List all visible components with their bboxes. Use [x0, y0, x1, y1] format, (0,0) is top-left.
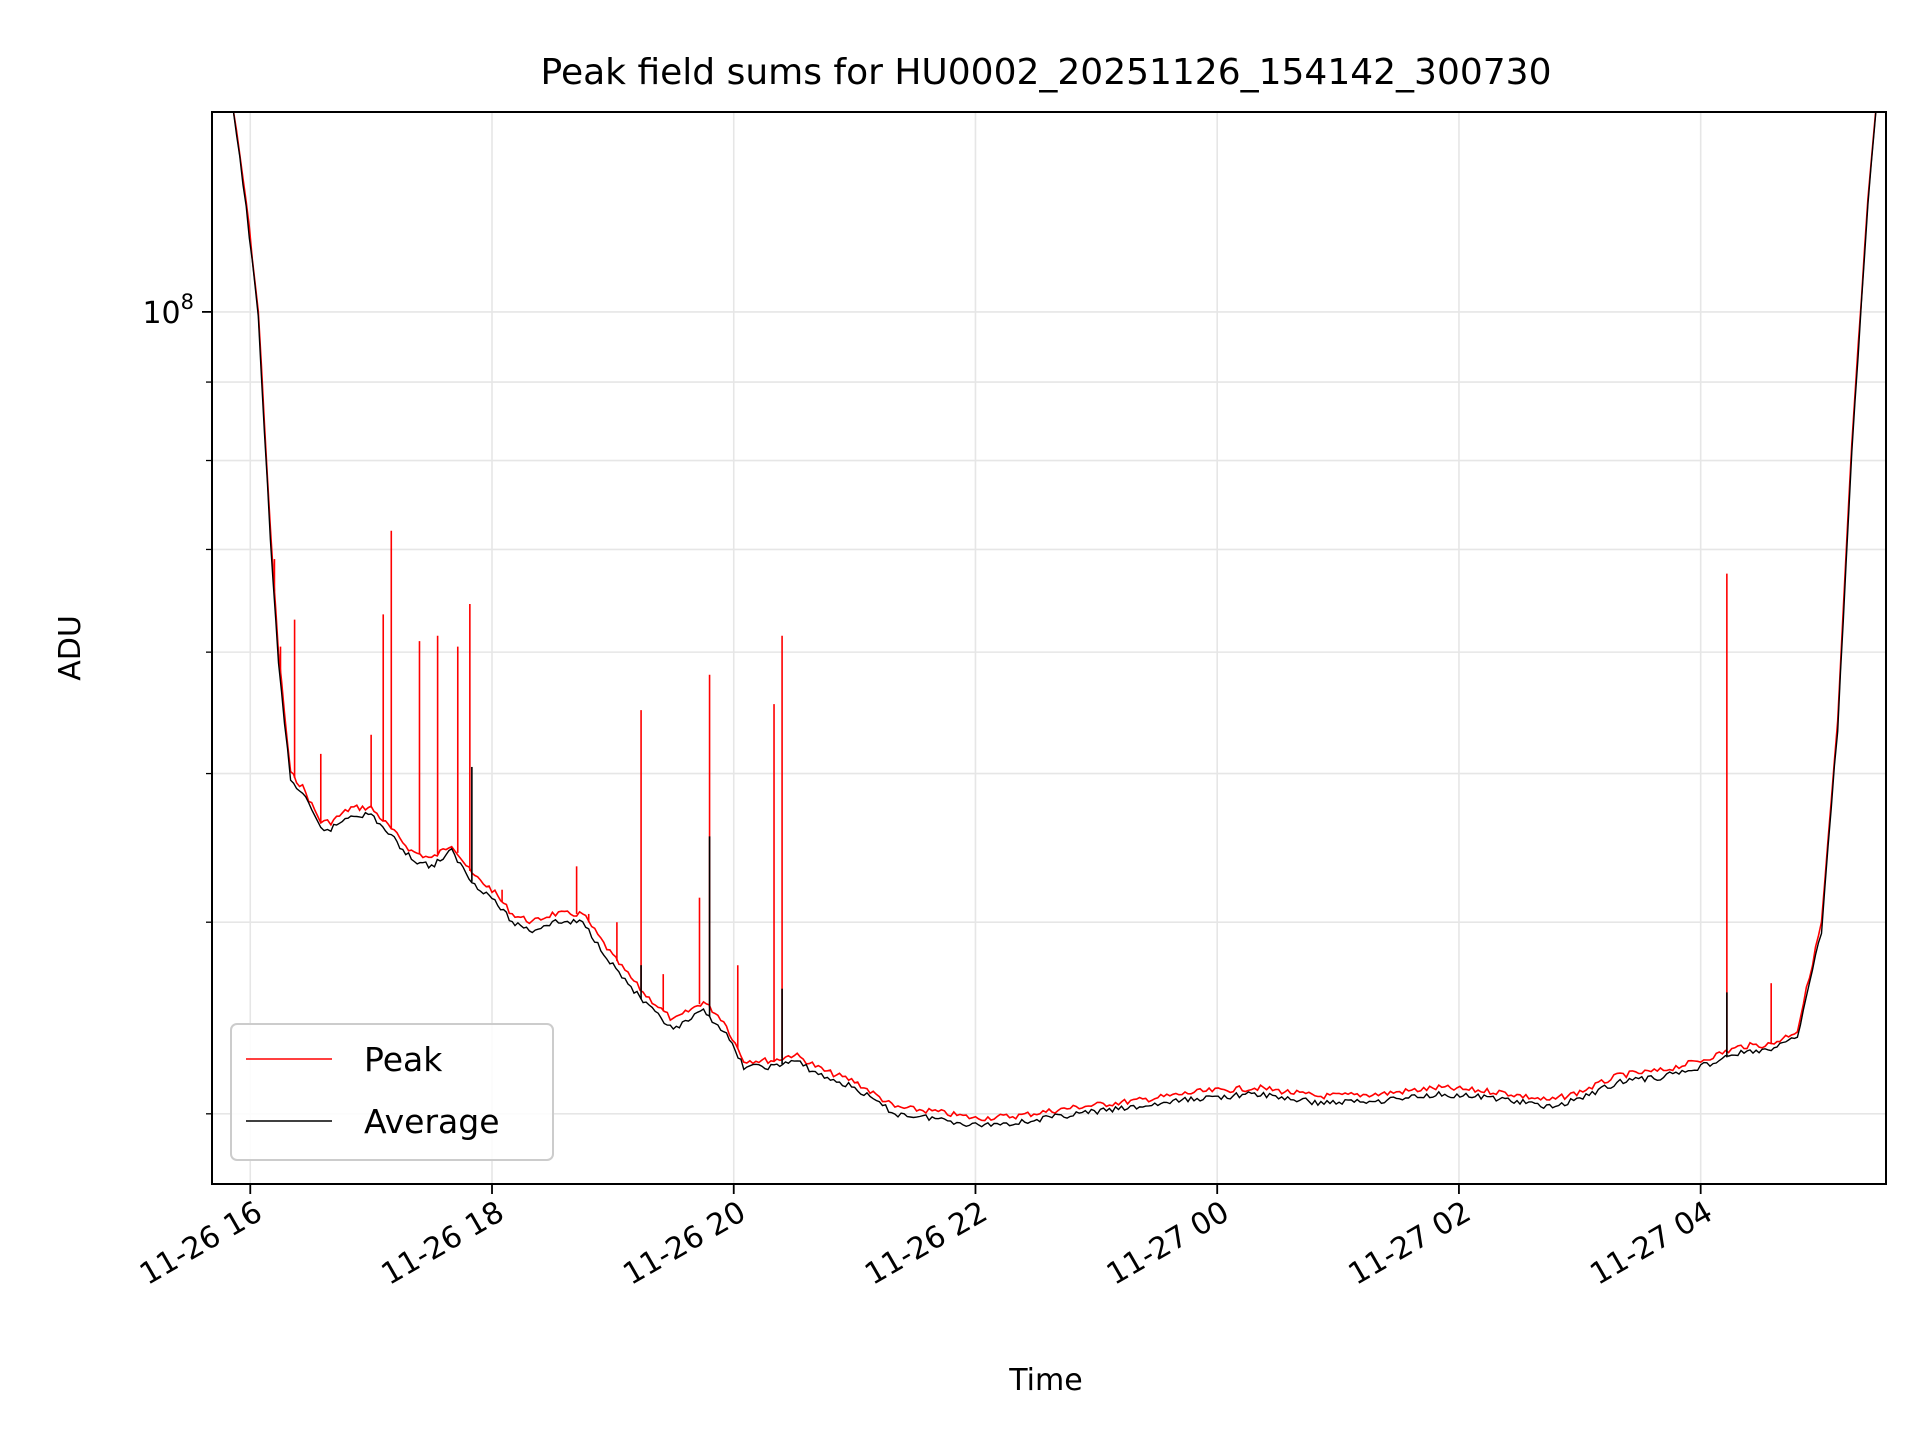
chart-title: Peak field sums for HU0002_20251126_1541… — [541, 52, 1552, 93]
legend-label-average: Average — [364, 1102, 500, 1141]
series-line-average — [232, 112, 1877, 1128]
series-layer — [232, 112, 1877, 1128]
y-tick-label: 108 — [142, 290, 194, 331]
legend-box — [230, 1023, 554, 1161]
x-axis-title: Time — [1008, 1363, 1082, 1398]
grid — [212, 112, 1886, 1184]
y-axis-title: ADU — [53, 615, 88, 681]
legend: Peak Average — [230, 1023, 554, 1161]
series-line-peak — [232, 112, 1877, 1122]
plot-frame — [211, 111, 1887, 1185]
legend-label-peak: Peak — [364, 1040, 443, 1079]
y-axis: 108 — [142, 290, 212, 1115]
